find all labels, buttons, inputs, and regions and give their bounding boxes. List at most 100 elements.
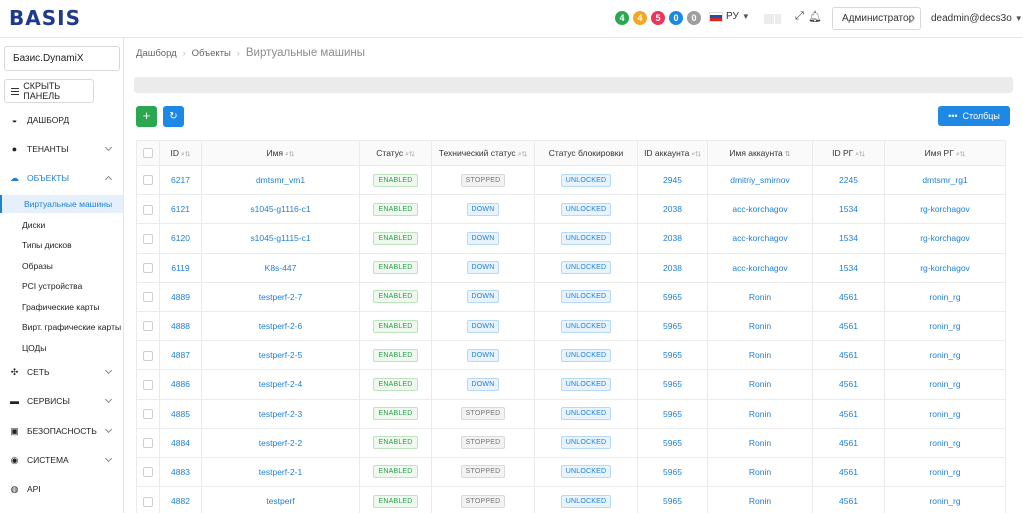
table-row[interactable]: 6120 s1045-g1115-c1 ENABLED DOWN UNLOCKED 203… <box>136 223 1006 254</box>
cell-rg_name[interactable]: ronin_rg <box>884 427 1006 458</box>
cell-id[interactable]: 6120 <box>159 223 202 254</box>
breadcrumb-parent[interactable]: Объекты <box>191 47 231 59</box>
sidebar-item-cloud[interactable]: ☁ ОБЪЕКТЫ <box>0 168 123 188</box>
cell-acc_name[interactable]: acc-korchagov <box>707 194 813 225</box>
cell-acc_name[interactable]: Ronin <box>707 427 813 458</box>
counter-badge[interactable]: 5 <box>651 11 665 25</box>
table-row[interactable]: 4888 testperf-2-6 ENABLED DOWN UNLOCKED 5965 R… <box>136 310 1006 342</box>
sidebar-subitem[interactable]: Образы <box>22 260 53 271</box>
cell-name[interactable]: dmtsmr_vm1 <box>201 164 360 196</box>
cell-rg_id[interactable]: 4561 <box>812 340 885 371</box>
cell-acc_name[interactable]: acc-korchagov <box>707 252 813 283</box>
cell-acc_id[interactable]: 2038 <box>637 194 708 225</box>
search-sort-icon[interactable]: ⌕⇅ <box>955 150 966 158</box>
cell-acc_name[interactable]: acc-korchagov <box>707 223 813 254</box>
table-row[interactable]: 4889 testperf-2-7 ENABLED DOWN UNLOCKED 5965 R… <box>136 281 1006 312</box>
cell-acc_name[interactable]: Ronin <box>707 340 813 371</box>
cell-acc_id[interactable]: 5965 <box>637 369 708 400</box>
cell-acc_id[interactable]: 2945 <box>637 164 708 196</box>
cell-id[interactable]: 6217 <box>159 164 202 196</box>
columns-button[interactable]: ••• Столбцы <box>938 106 1010 126</box>
sort-icon[interactable]: ⇅ <box>784 151 791 158</box>
search-sort-icon[interactable]: ⌕⇅ <box>517 150 528 158</box>
row-checkbox[interactable] <box>136 398 160 429</box>
row-checkbox[interactable] <box>136 456 160 488</box>
cell-acc_name[interactable]: dmitriy_smirnov <box>707 164 813 196</box>
cell-rg_id[interactable]: 4561 <box>812 310 885 342</box>
counter-badge[interactable]: 0 <box>669 11 683 25</box>
cell-acc_id[interactable]: 5965 <box>637 310 708 342</box>
cell-name[interactable]: testperf <box>201 486 360 513</box>
cell-id[interactable]: 4885 <box>159 398 202 429</box>
search-sort-icon[interactable]: ⌕⇅ <box>691 150 701 158</box>
cell-id[interactable]: 6119 <box>159 252 202 283</box>
cell-id[interactable]: 4886 <box>159 369 202 400</box>
cell-name[interactable]: testperf-2-4 <box>201 369 360 400</box>
fullscreen-icon[interactable]: ⤢ <box>795 10 804 22</box>
sidebar-subitem[interactable]: Виртуальные машины <box>0 195 123 213</box>
cell-rg_id[interactable]: 1534 <box>812 194 885 225</box>
logo[interactable]: BASIS <box>9 6 81 30</box>
table-row[interactable]: 6121 s1045-g1116-c1 ENABLED DOWN UNLOCKED 203… <box>136 194 1006 225</box>
add-button[interactable]: + <box>136 106 157 127</box>
search-sort-icon[interactable]: ⌕⇅ <box>180 150 191 158</box>
cell-rg_id[interactable]: 4561 <box>812 369 885 400</box>
cell-name[interactable]: K8s-447 <box>201 252 360 283</box>
column-header[interactable]: Имя ⌕⇅ <box>201 140 360 166</box>
cell-rg_name[interactable]: rg-korchagov <box>884 223 1006 254</box>
sidebar-subitem[interactable]: Графические карты <box>22 301 100 312</box>
table-row[interactable]: 4884 testperf-2-2 ENABLED STOPPED UNLOCKED 59… <box>136 427 1006 458</box>
cell-rg_id[interactable]: 4561 <box>812 398 885 429</box>
cell-name[interactable]: testperf-2-6 <box>201 310 360 342</box>
row-checkbox[interactable] <box>136 194 160 225</box>
cell-acc_name[interactable]: Ronin <box>707 456 813 488</box>
cell-rg_name[interactable]: ronin_rg <box>884 486 1006 513</box>
column-header[interactable]: Технический статус ⌕⇅ <box>431 140 535 166</box>
table-row[interactable]: 4886 testperf-2-4 ENABLED DOWN UNLOCKED 5965 R… <box>136 369 1006 400</box>
table-row[interactable]: 4882 testperf ENABLED STOPPED UNLOCKED 5965 Ro… <box>136 486 1006 513</box>
cell-rg_name[interactable]: ronin_rg <box>884 340 1006 371</box>
filter-bar[interactable] <box>134 77 1013 93</box>
column-header[interactable]: Статус ⌕⇅ <box>359 140 432 166</box>
cell-rg_id[interactable]: 4561 <box>812 456 885 488</box>
sidebar-item-network[interactable]: ✣ СЕТЬ <box>0 362 123 382</box>
counter-badge[interactable]: 4 <box>615 11 629 25</box>
cell-rg_name[interactable]: ronin_rg <box>884 369 1006 400</box>
cell-name[interactable]: testperf-2-2 <box>201 427 360 458</box>
cell-id[interactable]: 4883 <box>159 456 202 488</box>
cell-rg_name[interactable]: rg-korchagov <box>884 252 1006 283</box>
cell-name[interactable]: testperf-2-7 <box>201 281 360 312</box>
cell-acc_name[interactable]: Ronin <box>707 310 813 342</box>
row-checkbox[interactable] <box>136 369 160 400</box>
cell-rg_name[interactable]: ronin_rg <box>884 310 1006 342</box>
row-checkbox[interactable] <box>136 427 160 458</box>
sidebar-subitem[interactable]: Диски <box>22 219 46 230</box>
column-header[interactable]: ID аккаунта ⌕⇅ <box>637 140 708 166</box>
row-checkbox[interactable] <box>136 486 160 513</box>
hide-panel-button[interactable]: СКРЫТЬ ПАНЕЛЬ <box>4 79 94 103</box>
bell-icon[interactable]: 🔔︎ <box>808 11 822 23</box>
cell-name[interactable]: s1045-g1116-c1 <box>201 194 360 225</box>
sidebar-item-api[interactable]: ◍ API <box>0 479 123 499</box>
role-select[interactable]: Администратор <box>832 7 921 30</box>
row-checkbox[interactable] <box>136 281 160 312</box>
cell-acc_id[interactable]: 5965 <box>637 340 708 371</box>
cell-rg_name[interactable]: ronin_rg <box>884 456 1006 488</box>
row-checkbox[interactable] <box>136 223 160 254</box>
column-header[interactable]: ID РГ ⌕⇅ <box>812 140 885 166</box>
cell-acc_id[interactable]: 5965 <box>637 427 708 458</box>
sidebar-item-services[interactable]: ▬ СЕРВИСЫ <box>0 391 123 411</box>
cell-acc_name[interactable]: Ronin <box>707 398 813 429</box>
sidebar-subitem[interactable]: Типы дисков <box>22 240 72 250</box>
sidebar-item-user[interactable]: ● ТЕНАНТЫ <box>0 139 123 159</box>
sidebar-subitem[interactable]: Вирт. графические карты <box>22 322 122 332</box>
cell-acc_id[interactable]: 5965 <box>637 456 708 488</box>
row-checkbox[interactable] <box>136 310 160 342</box>
select-all-checkbox[interactable] <box>136 140 160 166</box>
search-sort-icon[interactable]: ⌕⇅ <box>855 150 865 158</box>
cell-id[interactable]: 4887 <box>159 340 202 371</box>
row-checkbox[interactable] <box>136 340 160 371</box>
cell-rg_name[interactable]: dmtsmr_rg1 <box>884 164 1006 196</box>
cell-acc_id[interactable]: 5965 <box>637 398 708 429</box>
cell-id[interactable]: 4888 <box>159 310 202 342</box>
